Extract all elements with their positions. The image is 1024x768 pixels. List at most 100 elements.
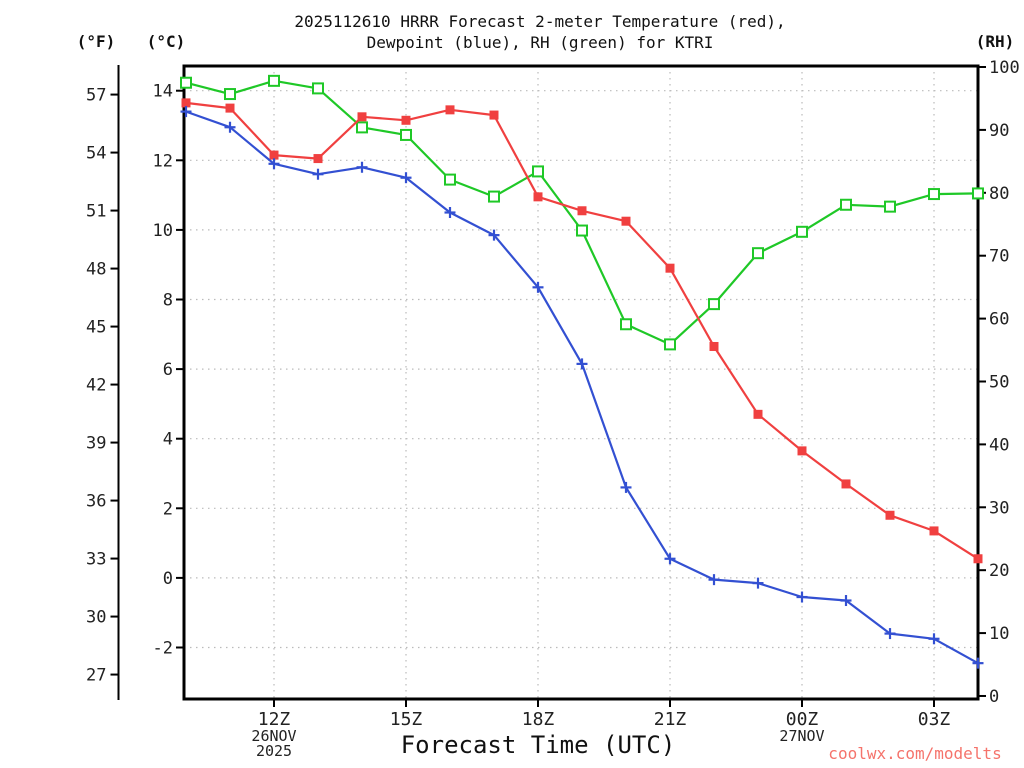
celsius-axis-header: (°C) bbox=[146, 32, 186, 51]
open-square-marker bbox=[356, 121, 368, 134]
plus-marker bbox=[972, 657, 984, 669]
celsius-tick-label: -2 bbox=[153, 638, 173, 658]
chart-title-line2: Dewpoint (blue), RH (green) for KTRI bbox=[366, 33, 714, 52]
fahrenheit-tick-label: 45 bbox=[86, 318, 106, 338]
plus-marker bbox=[752, 577, 764, 589]
time-tick-label: 03Z bbox=[918, 709, 951, 730]
dewpoint-series bbox=[180, 106, 984, 669]
fahrenheit-axis-header: (°F) bbox=[76, 32, 116, 51]
watermark-text: coolwx.com/modelts bbox=[828, 744, 1002, 763]
plot-frame bbox=[182, 64, 980, 701]
plus-marker bbox=[532, 281, 544, 293]
rh-tick-label: 30 bbox=[989, 498, 1009, 518]
fahrenheit-tick-label: 36 bbox=[86, 492, 106, 512]
fahrenheit-tick-label: 54 bbox=[86, 144, 106, 164]
fahrenheit-tick-label: 48 bbox=[86, 260, 106, 280]
rh-tick-label: 40 bbox=[989, 435, 1009, 455]
fahrenheit-tick-label: 27 bbox=[86, 666, 106, 686]
frame bbox=[182, 64, 980, 701]
plus-marker bbox=[488, 229, 500, 241]
rh-tick-label: 60 bbox=[989, 310, 1009, 330]
rh-series bbox=[180, 74, 984, 351]
chart-title-line1: 2025112610 HRRR Forecast 2-meter Tempera… bbox=[294, 12, 786, 31]
rh-tick-label: 80 bbox=[989, 184, 1009, 204]
fahrenheit-tick-label: 39 bbox=[86, 434, 106, 454]
filled-square-marker bbox=[665, 263, 675, 273]
plus-marker bbox=[620, 481, 632, 493]
plus-marker bbox=[928, 633, 940, 645]
filled-square-marker bbox=[885, 510, 895, 520]
plus-marker bbox=[356, 161, 368, 173]
filled-square-marker bbox=[621, 216, 631, 226]
fahrenheit-tick-label: 30 bbox=[86, 608, 106, 628]
filled-square-marker bbox=[577, 206, 587, 216]
date-label: 26NOV bbox=[251, 727, 296, 745]
open-square-marker bbox=[664, 338, 676, 351]
time-tick-label: 12Z bbox=[258, 709, 291, 730]
open-square-marker bbox=[576, 224, 588, 237]
rh-tick-label: 10 bbox=[989, 624, 1009, 644]
open-square-marker bbox=[180, 76, 192, 89]
filled-square-marker bbox=[269, 150, 279, 160]
fahrenheit-axis: 57 54 51 48 45 42 39 36 33 30 27 bbox=[86, 65, 120, 700]
celsius-tick-label: 0 bbox=[163, 569, 173, 589]
rh-tick-label: 70 bbox=[989, 247, 1009, 267]
plus-marker bbox=[840, 595, 852, 607]
filled-square-marker bbox=[401, 115, 411, 125]
open-square-marker bbox=[532, 165, 544, 178]
rh-tick-label: 90 bbox=[989, 121, 1009, 141]
rh-tick-label: 50 bbox=[989, 372, 1009, 392]
open-square-marker bbox=[268, 74, 280, 87]
rh-tick-label: 100 bbox=[989, 58, 1020, 78]
filled-square-marker bbox=[753, 409, 763, 419]
celsius-tick-label: 8 bbox=[163, 291, 173, 311]
open-square-marker bbox=[400, 128, 412, 141]
time-tick-label: 21Z bbox=[654, 709, 687, 730]
filled-square-marker bbox=[357, 112, 367, 122]
open-square-marker bbox=[620, 318, 632, 331]
filled-square-marker bbox=[929, 526, 939, 536]
fahrenheit-tick-label: 42 bbox=[86, 376, 106, 396]
open-square-marker bbox=[444, 173, 456, 186]
plus-marker bbox=[400, 172, 412, 184]
open-square-marker bbox=[224, 88, 236, 101]
open-square-marker bbox=[928, 188, 940, 201]
time-tick-label: 00Z bbox=[786, 709, 819, 730]
filled-square-marker bbox=[973, 554, 983, 564]
time-tick-label: 18Z bbox=[522, 709, 555, 730]
celsius-axis: 14 12 10 8 6 4 2 0 -2 bbox=[153, 82, 184, 658]
filled-square-marker bbox=[445, 105, 455, 115]
plus-marker bbox=[224, 121, 236, 133]
open-square-marker bbox=[752, 247, 764, 260]
plus-marker bbox=[268, 158, 280, 170]
plus-marker bbox=[664, 553, 676, 565]
celsius-tick-label: 10 bbox=[153, 221, 173, 241]
celsius-tick-label: 2 bbox=[163, 499, 173, 519]
open-square-marker bbox=[488, 190, 500, 203]
plus-marker bbox=[708, 574, 720, 586]
gridlines bbox=[184, 66, 978, 699]
open-square-marker bbox=[796, 225, 808, 238]
open-square-marker bbox=[312, 82, 324, 95]
filled-square-marker bbox=[313, 154, 323, 164]
filled-square-marker bbox=[709, 341, 719, 351]
celsius-tick-label: 14 bbox=[153, 82, 173, 102]
celsius-tick-label: 4 bbox=[163, 430, 173, 450]
filled-square-marker bbox=[489, 110, 499, 120]
celsius-tick-label: 6 bbox=[163, 360, 173, 380]
filled-square-marker bbox=[797, 446, 807, 456]
fahrenheit-tick-label: 51 bbox=[86, 202, 106, 222]
filled-square-marker bbox=[841, 479, 851, 489]
open-square-marker bbox=[840, 198, 852, 211]
date-label: 27NOV bbox=[779, 727, 824, 745]
celsius-tick-label: 12 bbox=[153, 151, 173, 171]
plus-marker bbox=[180, 106, 192, 118]
fahrenheit-tick-label: 33 bbox=[86, 550, 106, 570]
rh-tick-label: 20 bbox=[989, 561, 1009, 581]
filled-square-marker bbox=[225, 103, 235, 113]
filled-square-marker bbox=[533, 192, 543, 202]
temperature-series bbox=[181, 98, 983, 564]
